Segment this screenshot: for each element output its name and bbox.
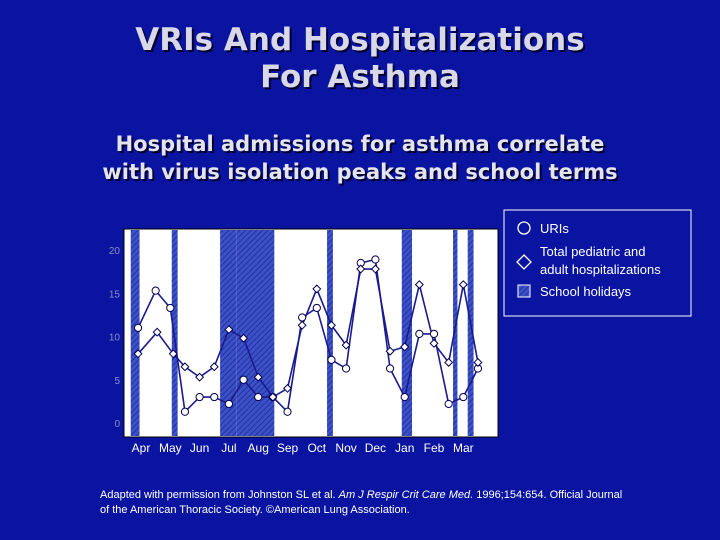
uri-point bbox=[151, 286, 160, 295]
hospitalization-point bbox=[133, 349, 143, 359]
school-holiday-band bbox=[453, 230, 458, 436]
school-holiday-band bbox=[171, 230, 178, 436]
school-holiday-band bbox=[401, 230, 413, 436]
uri-point bbox=[166, 303, 175, 313]
x-tick-label: Oct bbox=[307, 441, 326, 455]
uri-point bbox=[133, 323, 143, 332]
uri-point bbox=[385, 364, 395, 373]
uri-point bbox=[239, 375, 248, 384]
x-tick-label: May bbox=[159, 441, 182, 455]
hospitalization-point bbox=[168, 349, 178, 359]
citation: Adapted with permission from Johnston SL… bbox=[100, 488, 700, 518]
slide-subtitle-line-1: Hospital admissions for asthma correlate bbox=[115, 132, 605, 156]
citation-text: Adapted with permission from Johnston SL… bbox=[100, 489, 339, 501]
uri-point bbox=[371, 255, 380, 264]
x-tick-label: Apr bbox=[132, 441, 151, 455]
x-tick-label: Dec bbox=[365, 441, 386, 455]
uri-point bbox=[327, 355, 336, 364]
hospitalization-point bbox=[297, 320, 307, 330]
slide-title-line-1: VRIs And Hospitalizations bbox=[135, 22, 585, 58]
x-tick-label: Mar bbox=[453, 441, 474, 455]
plot-area: 0 5 10 15 20 Apr May Jun Jul Aug Sep Oct Nov Dec Jan Fe… bbox=[109, 228, 499, 455]
hospitalization-point bbox=[152, 327, 162, 337]
hospitalization-point bbox=[385, 346, 395, 356]
uri-point bbox=[459, 392, 468, 402]
x-tick-label: Sep bbox=[277, 441, 299, 455]
school-holiday-band bbox=[236, 230, 275, 436]
legend-label-holidays: School holidays bbox=[540, 284, 632, 299]
hospitalization-point bbox=[268, 392, 278, 402]
hospitalization-point bbox=[312, 284, 322, 294]
uri-point bbox=[298, 313, 307, 322]
uri-point bbox=[224, 399, 233, 409]
hospitalization-point bbox=[341, 340, 351, 350]
hospitalization-point bbox=[224, 325, 234, 335]
legend-hatch-icon bbox=[517, 284, 531, 298]
hospitalization-point bbox=[253, 372, 263, 382]
uri-point bbox=[415, 329, 424, 339]
uri-point bbox=[429, 329, 439, 339]
citation-line-2: of the American Thoracic Society. ©Ameri… bbox=[100, 504, 410, 516]
y-tick-label: 20 bbox=[109, 246, 121, 257]
school-holiday-band bbox=[327, 230, 333, 436]
legend-label-hosp-1: Total pediatric and bbox=[540, 244, 646, 259]
x-tick-label: Aug bbox=[248, 441, 269, 455]
y-tick-label: 5 bbox=[114, 376, 120, 387]
school-holiday-band bbox=[467, 230, 474, 436]
uri-point bbox=[254, 392, 263, 402]
citation-text-cont: 1996;154:654. Official Journal bbox=[473, 489, 623, 501]
uri-point bbox=[400, 392, 409, 402]
x-tick-label: Feb bbox=[424, 441, 445, 455]
plot-background bbox=[123, 228, 499, 438]
hospitalization-point bbox=[414, 280, 424, 290]
legend-label-hosp-2: adult hospitalizations bbox=[540, 262, 661, 277]
school-holiday-band bbox=[130, 230, 140, 436]
uri-point bbox=[210, 392, 219, 402]
hospitalization-point bbox=[180, 362, 190, 372]
slide-title-line-2: For Asthma bbox=[260, 59, 460, 95]
uri-point bbox=[342, 364, 351, 373]
hospitalization-point bbox=[370, 264, 380, 274]
x-tick-label: Jan bbox=[395, 441, 414, 455]
uri-point bbox=[180, 407, 190, 416]
y-tick-label: 0 bbox=[114, 419, 120, 430]
x-tick-label: Jun bbox=[190, 441, 209, 455]
hospitalization-point bbox=[209, 362, 219, 372]
hospitalization-point bbox=[356, 264, 366, 274]
hospitalization-point bbox=[326, 320, 336, 330]
x-tick-label: Jul bbox=[221, 441, 236, 455]
hospitalization-point bbox=[473, 357, 483, 367]
hospitalization-point bbox=[400, 342, 410, 352]
slide-subtitle: Hospital admissions for asthma correlate… bbox=[0, 130, 720, 186]
x-tick-label: Nov bbox=[335, 441, 356, 455]
legend-box bbox=[503, 209, 692, 317]
hospitalization-point bbox=[195, 372, 205, 382]
citation-journal: Am J Respir Crit Care Med. bbox=[338, 489, 474, 501]
legend-diamond-icon bbox=[516, 254, 532, 270]
hospitalization-point bbox=[282, 383, 293, 393]
uri-point bbox=[444, 399, 453, 409]
hospitalization-point bbox=[429, 338, 439, 348]
uri-point bbox=[283, 407, 292, 416]
uri-point bbox=[195, 392, 204, 402]
chart-legend: URIs Total pediatric and adult hospitaliza… bbox=[503, 209, 692, 317]
y-tick-label: 15 bbox=[109, 289, 121, 300]
hospitalization-point bbox=[458, 280, 468, 290]
legend-circle-icon bbox=[517, 221, 531, 235]
hospitalization-point bbox=[444, 357, 454, 367]
legend-label-uris: URIs bbox=[540, 221, 569, 236]
slide-subtitle-line-2: with virus isolation peaks and school te… bbox=[102, 160, 618, 184]
hospitalization-point bbox=[239, 333, 249, 343]
y-tick-label: 10 bbox=[109, 333, 121, 344]
slide-title: VRIs And Hospitalizations For Asthma bbox=[0, 22, 720, 96]
uri-point bbox=[312, 303, 321, 313]
